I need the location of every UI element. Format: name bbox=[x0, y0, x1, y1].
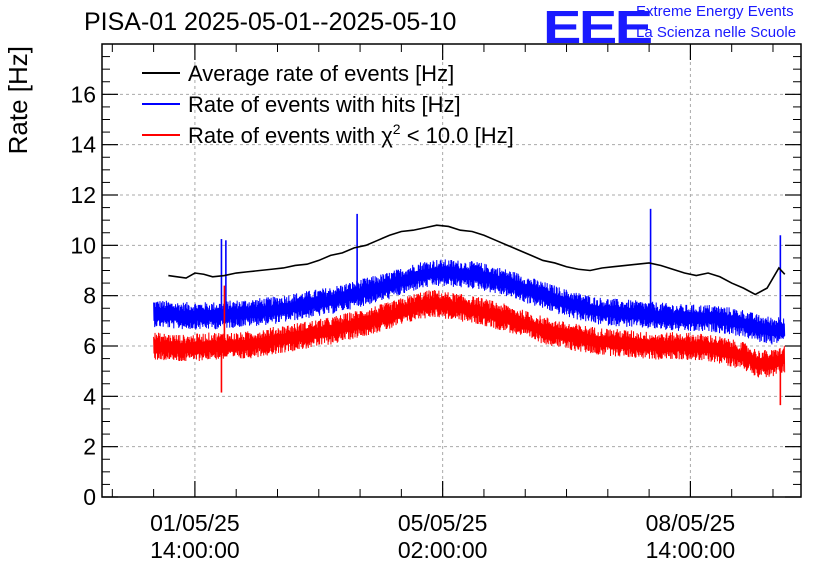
axis-ticks bbox=[102, 44, 801, 498]
org-name-line2: La Scienza nelle Scuole bbox=[636, 24, 797, 41]
y-tick-label: 8 bbox=[83, 283, 96, 309]
y-tick-label: 16 bbox=[70, 81, 96, 107]
series-average-line bbox=[168, 224, 786, 296]
y-tick-label: 6 bbox=[83, 333, 96, 359]
org-name-line1: Extreme Energy Events bbox=[636, 3, 794, 20]
x-tick-label-time: 14:00:00 bbox=[150, 537, 240, 563]
y-tick-label: 10 bbox=[70, 232, 96, 258]
y-tick-label: 12 bbox=[70, 182, 96, 208]
y-tick-label: 2 bbox=[83, 434, 96, 460]
axis-labels: 024681012141601/05/2514:00:0005/05/2502:… bbox=[3, 46, 735, 563]
series-layer bbox=[153, 208, 786, 406]
y-tick-label: 0 bbox=[83, 484, 96, 510]
legend-label-chi2: Rate of events with χ2 < 10.0 [Hz] bbox=[188, 121, 514, 148]
series-hits-line bbox=[153, 259, 786, 345]
x-tick-label-time: 14:00:00 bbox=[646, 537, 736, 563]
x-tick-label-date: 08/05/25 bbox=[646, 510, 736, 536]
grid-lines bbox=[102, 44, 801, 497]
chart-title: PISA-01 2025-05-01--2025-05-10 bbox=[84, 8, 457, 36]
y-tick-label: 4 bbox=[83, 383, 96, 409]
legend: Average rate of events [Hz] Rate of event… bbox=[142, 61, 514, 148]
x-tick-label-date: 05/05/25 bbox=[398, 510, 488, 536]
y-tick-label: 14 bbox=[70, 132, 96, 158]
x-tick-label-date: 01/05/25 bbox=[150, 510, 240, 536]
legend-label-hits: Rate of events with hits [Hz] bbox=[188, 92, 461, 117]
y-axis-title: Rate [Hz] bbox=[3, 46, 33, 154]
series-chi2-line bbox=[153, 289, 786, 378]
x-tick-label-time: 02:00:00 bbox=[398, 537, 488, 563]
legend-label-average: Average rate of events [Hz] bbox=[188, 61, 454, 86]
